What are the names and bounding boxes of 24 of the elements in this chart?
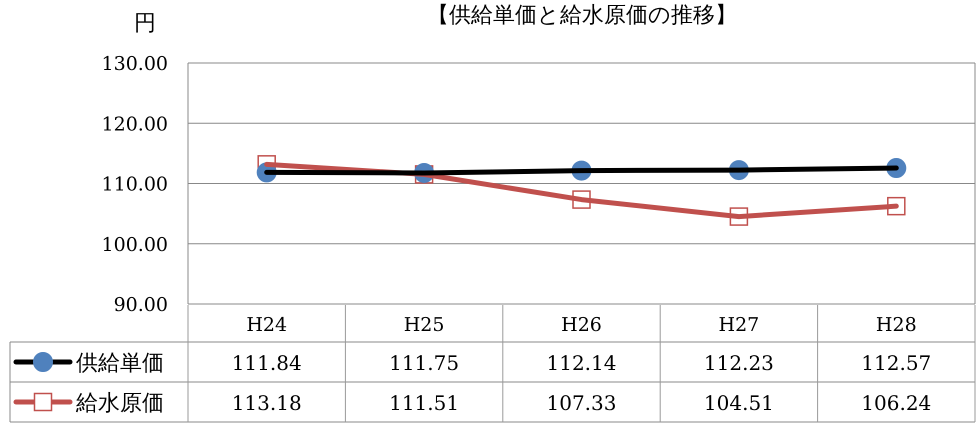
- y-tick-label: 120.00: [102, 113, 168, 136]
- x-tick-label: H25: [404, 314, 444, 336]
- data-label: 111.51: [389, 391, 460, 415]
- x-tick-label: H27: [718, 314, 760, 336]
- data-label: 111.84: [232, 351, 302, 375]
- data-label: 107.33: [546, 391, 616, 415]
- x-tick-label: H24: [246, 314, 288, 336]
- x-tick-label: H26: [561, 314, 602, 336]
- legend-label: 供給単価: [76, 351, 164, 376]
- data-label: 111.75: [389, 351, 460, 375]
- y-tick-label: 100.00: [102, 234, 168, 256]
- data-label: 113.18: [232, 391, 302, 415]
- data-label: 104.51: [704, 391, 774, 415]
- legend-label: 給水原価: [75, 391, 164, 416]
- y-tick-label: 110.00: [102, 174, 168, 196]
- data-label: 112.57: [861, 351, 932, 375]
- y-tick-label: 90.00: [114, 294, 168, 316]
- data-label: 112.23: [704, 351, 774, 375]
- data-label: 112.14: [546, 351, 616, 375]
- x-tick-label: H28: [876, 314, 917, 336]
- y-tick-label: 130.00: [102, 53, 168, 75]
- data-label: 106.24: [861, 391, 932, 415]
- y-axis-title: 円: [134, 11, 156, 36]
- chart-title: 【供給単価と給水原価の推移】: [427, 3, 737, 28]
